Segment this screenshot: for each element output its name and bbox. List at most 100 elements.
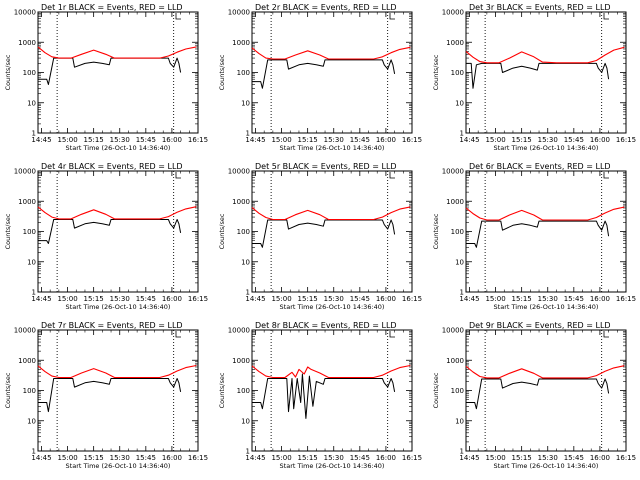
x-tick-label: 15:45 <box>136 136 156 144</box>
corner-marker <box>603 13 609 20</box>
corner-marker <box>389 13 395 20</box>
y-tick-label: 10000 <box>14 168 36 176</box>
x-tick-label: 16:00 <box>590 454 610 462</box>
x-tick-label: 15:30 <box>538 295 558 303</box>
corner-marker <box>603 172 609 179</box>
x-axis-label: Start Time (26-Oct-10 14:36:40) <box>280 144 385 152</box>
x-tick-label: 15:30 <box>538 136 558 144</box>
events-series-line <box>252 373 396 419</box>
lld-series-line <box>465 206 625 221</box>
x-axis-label: Start Time (26-Oct-10 14:36:40) <box>66 462 171 470</box>
x-tick-label: 15:30 <box>110 454 130 462</box>
events-series-line <box>38 378 182 413</box>
x-tick-label: 14:45 <box>459 295 479 303</box>
x-tick-label: 15:30 <box>324 454 344 462</box>
lld-series-line <box>37 46 197 59</box>
x-tick-label: 14:45 <box>245 454 265 462</box>
x-tick-label: 15:30 <box>324 136 344 144</box>
x-tick-label: 15:15 <box>298 454 318 462</box>
y-tick-label: 10 <box>241 258 250 266</box>
y-tick-label: 1 <box>32 448 36 456</box>
y-tick-label: 100 <box>237 387 250 395</box>
x-tick-label: 15:45 <box>350 295 370 303</box>
y-tick-label: 10000 <box>14 9 36 17</box>
y-tick-label: 1 <box>32 130 36 138</box>
events-series-line <box>252 59 396 89</box>
events-series-line <box>466 62 610 89</box>
panel-title: Det 6r BLACK = Events, RED = LLD <box>469 162 611 171</box>
y-tick-label: 10 <box>27 99 36 107</box>
corner-marker <box>175 13 181 20</box>
lld-series-line <box>465 46 625 64</box>
y-tick-label: 100 <box>23 228 36 236</box>
lld-series-line <box>37 206 197 220</box>
y-tick-label: 10000 <box>14 327 36 335</box>
y-axis-label: Counts/sec <box>432 213 440 249</box>
y-tick-label: 100 <box>237 69 250 77</box>
x-tick-label: 16:00 <box>590 295 610 303</box>
x-tick-label: 15:00 <box>57 295 77 303</box>
y-tick-label: 100 <box>23 69 36 77</box>
x-tick-label: 15:00 <box>485 454 505 462</box>
x-tick-label: 14:45 <box>459 454 479 462</box>
x-tick-label: 15:45 <box>564 454 584 462</box>
corner-marker <box>175 172 181 179</box>
x-tick-label: 15:00 <box>271 454 291 462</box>
panel-title: Det 5r BLACK = Events, RED = LLD <box>255 162 397 171</box>
x-tick-label: 15:45 <box>136 454 156 462</box>
y-tick-label: 10 <box>27 417 36 425</box>
detector-panel-1: Det 1r BLACK = Events, RED = LLD 1 10 100 10… <box>4 3 208 152</box>
detector-panel-3: Det 3r BLACK = Events, RED = LLD 1 10 100 10… <box>432 3 636 152</box>
x-axis-label: Start Time (26-Oct-10 14:36:40) <box>494 462 599 470</box>
detector-panel-2: Det 2r BLACK = Events, RED = LLD 1 10 100 10… <box>218 3 422 152</box>
x-tick-label: 15:15 <box>512 454 532 462</box>
x-tick-label: 15:30 <box>324 295 344 303</box>
x-tick-label: 15:45 <box>350 454 370 462</box>
y-tick-label: 1000 <box>446 198 464 206</box>
y-tick-label: 1 <box>32 289 36 297</box>
y-tick-label: 10000 <box>442 168 464 176</box>
y-tick-label: 1000 <box>18 357 36 365</box>
detector-panel-7: Det 7r BLACK = Events, RED = LLD 1 10 100 10… <box>4 321 208 470</box>
x-tick-label: 15:45 <box>564 295 584 303</box>
x-axis-label: Start Time (26-Oct-10 14:36:40) <box>66 303 171 311</box>
corner-marker <box>175 331 181 338</box>
x-tick-label: 16:00 <box>376 136 396 144</box>
events-series-line <box>466 378 610 410</box>
y-tick-label: 10000 <box>442 9 464 17</box>
x-tick-label: 16:00 <box>162 136 182 144</box>
panel-title: Det 9r BLACK = Events, RED = LLD <box>469 321 611 330</box>
y-tick-label: 1 <box>460 448 464 456</box>
y-tick-label: 1 <box>460 289 464 297</box>
y-tick-label: 1000 <box>232 198 250 206</box>
y-tick-label: 1 <box>246 289 250 297</box>
y-tick-label: 1000 <box>446 357 464 365</box>
x-tick-label: 16:00 <box>376 454 396 462</box>
lld-series-line <box>37 364 197 379</box>
y-tick-label: 10 <box>455 417 464 425</box>
x-tick-label: 16:15 <box>616 136 636 144</box>
x-tick-label: 16:15 <box>402 454 422 462</box>
detector-panel-9: Det 9r BLACK = Events, RED = LLD 1 10 100 10… <box>432 321 636 470</box>
x-tick-label: 15:15 <box>84 454 104 462</box>
y-tick-label: 1000 <box>232 357 250 365</box>
y-tick-label: 10000 <box>228 168 250 176</box>
y-tick-label: 10 <box>241 99 250 107</box>
y-axis-label: Counts/sec <box>4 54 12 90</box>
y-tick-label: 10 <box>455 258 464 266</box>
y-axis-label: Counts/sec <box>218 372 226 408</box>
x-tick-label: 16:00 <box>162 295 182 303</box>
y-tick-label: 1000 <box>232 39 250 47</box>
corner-marker <box>389 331 395 338</box>
y-tick-label: 1000 <box>18 198 36 206</box>
detector-panel-4: Det 4r BLACK = Events, RED = LLD 1 10 100 10… <box>4 162 208 311</box>
y-tick-label: 1 <box>460 130 464 138</box>
panel-title: Det 3r BLACK = Events, RED = LLD <box>469 3 611 12</box>
x-tick-label: 15:15 <box>298 295 318 303</box>
x-axis-label: Start Time (26-Oct-10 14:36:40) <box>280 303 385 311</box>
panel-title: Det 1r BLACK = Events, RED = LLD <box>41 3 183 12</box>
detector-panel-8: Det 8r BLACK = Events, RED = LLD 1 10 100 10… <box>218 321 422 470</box>
detector-panel-5: Det 5r BLACK = Events, RED = LLD 1 10 100 10… <box>218 162 422 311</box>
x-tick-label: 14:45 <box>31 295 51 303</box>
